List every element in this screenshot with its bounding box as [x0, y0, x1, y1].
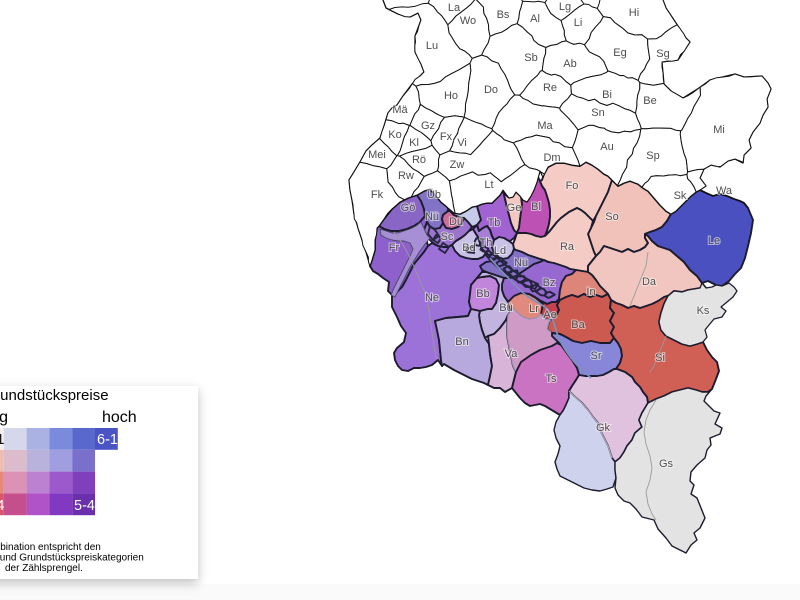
svg-text:In: In [586, 286, 595, 298]
svg-text:Bs: Bs [497, 9, 510, 21]
svg-text:Lt: Lt [484, 179, 493, 191]
svg-text:Sc: Sc [441, 231, 454, 243]
svg-text:Ra: Ra [560, 241, 575, 253]
svg-text:Fk: Fk [371, 189, 384, 201]
svg-text:Nü: Nü [425, 211, 439, 223]
svg-text:5-4: 5-4 [74, 498, 95, 514]
svg-text:Th: Th [480, 237, 493, 249]
svg-text:Die Farbkombination entspricht: Die Farbkombination entspricht den [0, 542, 101, 553]
svg-text:Wa: Wa [716, 185, 733, 197]
svg-text:Mä: Mä [392, 104, 408, 116]
svg-text:Erreichbarkeits- und Grundstüc: Erreichbarkeits- und Grundstückspreiskat… [0, 553, 144, 564]
svg-text:Eg: Eg [613, 47, 626, 59]
svg-text:Dü: Dü [449, 216, 463, 228]
svg-text:Ab: Ab [563, 58, 576, 70]
svg-text:Va: Va [505, 348, 519, 360]
svg-text:Nü: Nü [514, 257, 528, 269]
svg-text:Vi: Vi [457, 137, 467, 149]
svg-text:Sb: Sb [524, 52, 537, 64]
svg-text:Da: Da [642, 276, 657, 288]
svg-text:Bd: Bd [462, 242, 475, 254]
svg-text:niedrig: niedrig [0, 409, 8, 426]
svg-text:Kl: Kl [409, 137, 419, 149]
svg-text:Ma: Ma [537, 120, 553, 132]
svg-text:Sn: Sn [591, 107, 604, 119]
svg-text:Rw: Rw [398, 170, 414, 182]
svg-text:Sg: Sg [656, 48, 669, 60]
svg-text:Tb: Tb [488, 217, 501, 229]
svg-text:Le: Le [708, 235, 720, 247]
svg-text:Bi: Bi [602, 89, 612, 101]
svg-text:Bl: Bl [531, 201, 541, 213]
svg-text:Mi: Mi [713, 124, 725, 136]
svg-text:6-1: 6-1 [97, 432, 118, 448]
svg-text:Grundstückspreise: Grundstückspreise [0, 387, 109, 404]
svg-text:Ge: Ge [507, 202, 522, 214]
svg-text:Ho: Ho [444, 90, 458, 102]
svg-text:Fo: Fo [566, 180, 579, 192]
svg-text:Hi: Hi [629, 7, 639, 19]
svg-text:Lg: Lg [559, 1, 571, 13]
svg-text:Si: Si [655, 352, 665, 364]
svg-text:Al: Al [530, 13, 540, 25]
svg-text:So: So [605, 211, 618, 223]
svg-text:1-1: 1-1 [0, 432, 4, 448]
svg-text:Lu: Lu [426, 40, 438, 52]
svg-text:La: La [448, 2, 461, 14]
svg-text:Wo: Wo [460, 15, 476, 27]
svg-text:Gk: Gk [596, 422, 611, 434]
svg-text:Do: Do [484, 84, 498, 96]
svg-text:Lr: Lr [529, 303, 539, 315]
svg-text:Bn: Bn [455, 336, 468, 348]
svg-text:Be: Be [643, 95, 656, 107]
svg-text:hoch: hoch [102, 409, 137, 426]
svg-text:Üb: Üb [427, 189, 441, 201]
svg-text:Ae: Ae [543, 309, 556, 321]
svg-text:Gs: Gs [659, 458, 674, 470]
svg-text:Mei: Mei [368, 149, 386, 161]
svg-text:Fr: Fr [389, 242, 400, 254]
svg-text:Sp: Sp [646, 150, 659, 162]
svg-text:1-4: 1-4 [0, 498, 4, 514]
svg-text:Gz: Gz [421, 120, 435, 132]
svg-text:Ne: Ne [425, 292, 439, 304]
svg-text:Li: Li [574, 17, 583, 29]
svg-text:Bü: Bü [499, 302, 512, 314]
svg-text:Au: Au [600, 141, 613, 153]
svg-text:Bz: Bz [543, 277, 556, 289]
svg-text:Ts: Ts [546, 373, 558, 385]
svg-text:Dm: Dm [543, 152, 560, 164]
svg-text:Ld: Ld [494, 245, 506, 257]
svg-text:Ko: Ko [388, 129, 401, 141]
svg-text:Ks: Ks [697, 305, 710, 317]
svg-text:Sk: Sk [674, 190, 687, 202]
svg-text:Sr: Sr [591, 350, 602, 362]
svg-text:Re: Re [543, 82, 557, 94]
svg-text:Fx: Fx [440, 131, 453, 143]
svg-text:Ba: Ba [571, 319, 585, 331]
svg-text:Zw: Zw [450, 159, 465, 171]
svg-text:Bb: Bb [476, 288, 489, 300]
svg-text:Rö: Rö [412, 154, 426, 166]
svg-text:Gö: Gö [401, 202, 416, 214]
svg-text:der Zählsprengel.: der Zählsprengel. [5, 563, 83, 574]
